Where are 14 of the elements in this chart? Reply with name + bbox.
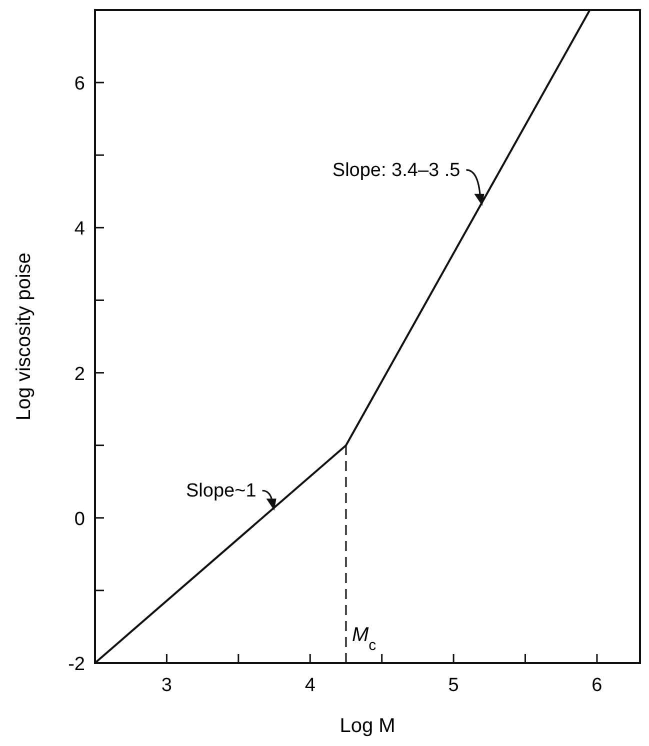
y-axis-title: Log viscosity poise xyxy=(13,252,35,420)
x-tick-label: 3 xyxy=(161,675,172,696)
annotation: Slope: 3.4–3 .5 xyxy=(332,160,460,181)
x-axis-title: Log M xyxy=(340,715,396,737)
x-tick-label: 5 xyxy=(448,675,459,696)
y-tick-label: 6 xyxy=(74,74,85,95)
x-tick-label: 4 xyxy=(304,675,316,696)
y-tick-label: 0 xyxy=(74,508,85,530)
x-tick-label: 6 xyxy=(592,675,602,696)
annotation: Slope~1 xyxy=(186,480,256,502)
y-tick-label: 4 xyxy=(74,218,86,240)
ref-line-label: M$_{c}$ xyxy=(352,624,377,654)
y-tick-label: -2 xyxy=(68,654,85,675)
y-tick-label: 2 xyxy=(74,364,85,385)
